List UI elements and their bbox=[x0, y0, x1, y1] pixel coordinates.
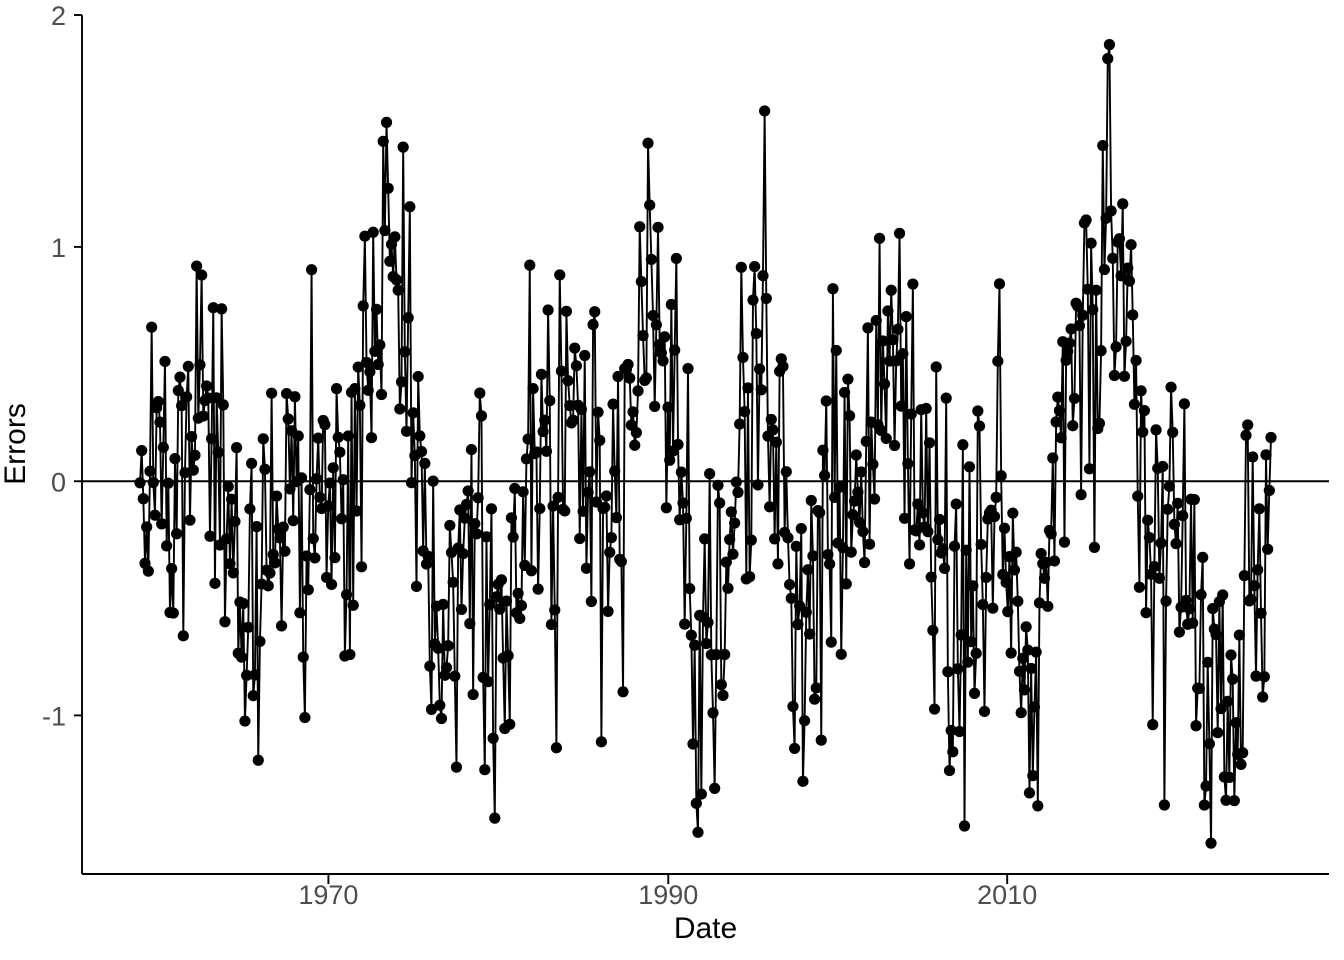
svg-text:Date: Date bbox=[674, 912, 737, 945]
svg-text:-1: -1 bbox=[42, 701, 66, 731]
svg-text:1: 1 bbox=[51, 233, 66, 263]
svg-text:0: 0 bbox=[51, 467, 66, 497]
svg-text:2: 2 bbox=[51, 1, 66, 31]
svg-text:2010: 2010 bbox=[977, 880, 1037, 910]
svg-text:Errors: Errors bbox=[0, 403, 32, 485]
svg-text:1990: 1990 bbox=[638, 880, 698, 910]
svg-text:1970: 1970 bbox=[298, 880, 358, 910]
